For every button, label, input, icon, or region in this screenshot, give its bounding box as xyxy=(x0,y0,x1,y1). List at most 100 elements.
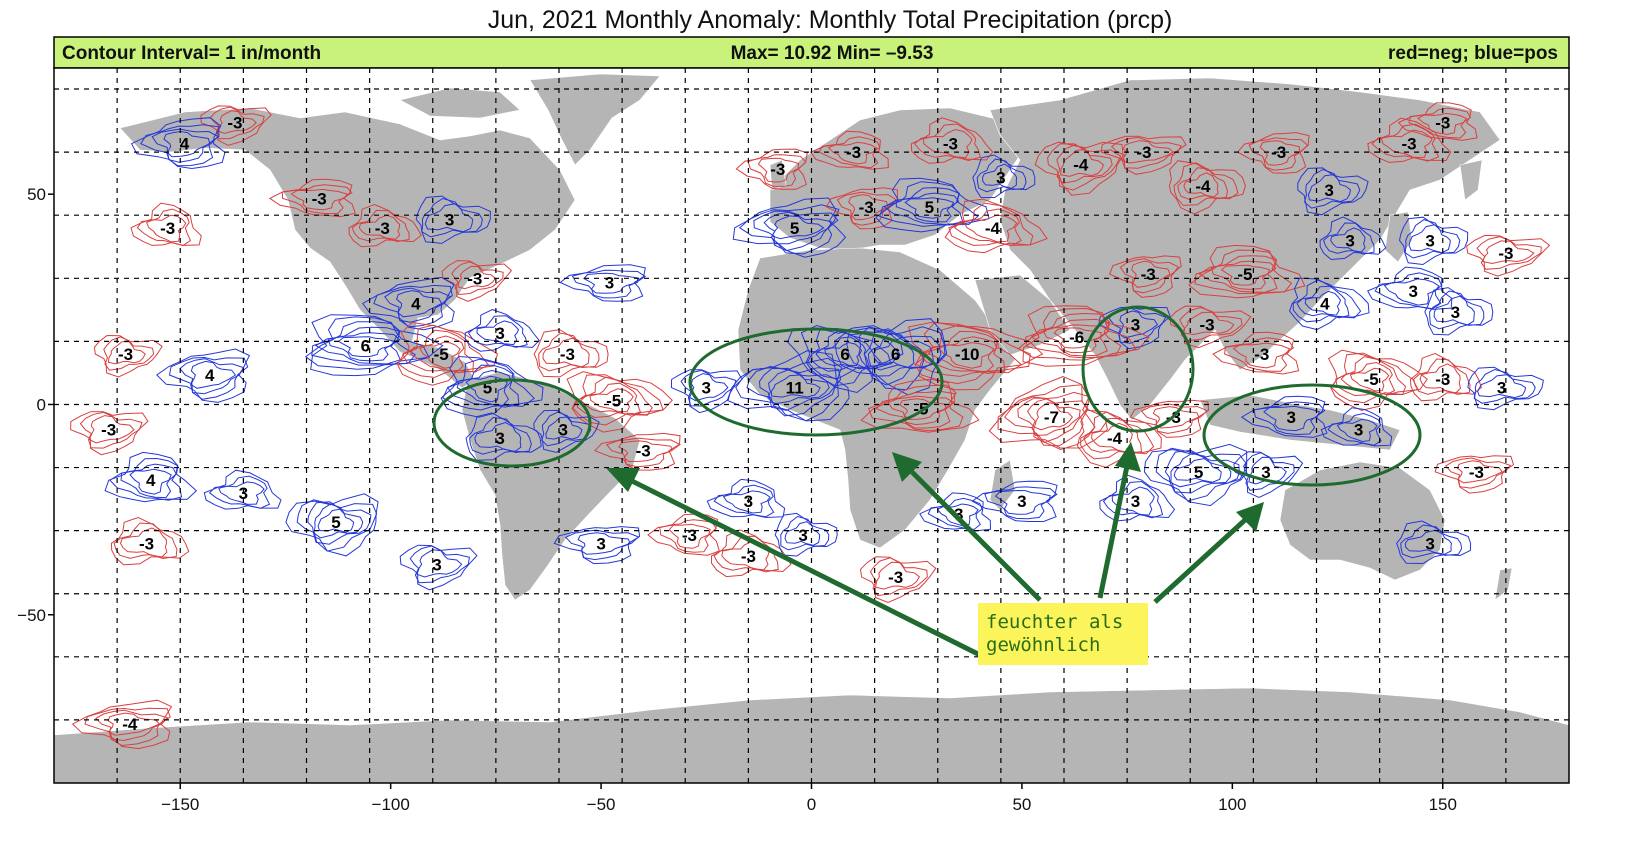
positive-contour xyxy=(296,499,378,552)
negative-contour xyxy=(107,712,161,736)
negative-contour xyxy=(533,329,609,378)
contour-value-label: -3 xyxy=(467,269,482,288)
contour-value-label: 4 xyxy=(180,135,190,154)
positive-contour xyxy=(1296,285,1350,319)
contour-value-label: 11 xyxy=(786,379,804,398)
positive-contour xyxy=(313,503,364,539)
x-tick-label: 100 xyxy=(1218,795,1246,814)
negative-contour xyxy=(1140,403,1208,434)
max-min-label: Max= 10.92 Min= –9.53 xyxy=(731,43,934,64)
positive-contour xyxy=(879,181,979,227)
positive-contour xyxy=(465,412,542,461)
contour-value-label: 3 xyxy=(1354,421,1363,440)
positive-contour xyxy=(409,545,470,584)
negative-contour xyxy=(1100,135,1187,175)
contour-value-label: 3 xyxy=(1425,231,1434,250)
negative-contour xyxy=(107,341,146,365)
contour-value-label: 3 xyxy=(1287,408,1296,427)
highlight-ellipse-west-africa xyxy=(688,327,944,437)
negative-contour xyxy=(1367,117,1452,163)
contour-value-label: -4 xyxy=(985,219,1001,238)
positive-contour xyxy=(179,358,245,395)
positive-contour xyxy=(936,503,979,527)
negative-contour xyxy=(1212,331,1300,375)
contour-value-label: -3 xyxy=(888,568,903,587)
positive-contour xyxy=(1263,405,1321,432)
positive-contour xyxy=(464,309,540,352)
contour-value-label: 3 xyxy=(605,274,614,293)
positive-contour xyxy=(972,154,1036,199)
positive-contour xyxy=(218,481,265,505)
negative-contour xyxy=(908,321,1044,391)
positive-contour xyxy=(373,284,453,328)
negative-contour xyxy=(1413,358,1471,395)
land-greenland xyxy=(529,73,661,166)
negative-contour xyxy=(1397,102,1478,141)
y-tick-label: 50 xyxy=(27,185,46,204)
negative-contour xyxy=(1034,141,1124,196)
positive-contour xyxy=(767,369,830,405)
negative-contour xyxy=(867,384,964,432)
contour-value-label: 3 xyxy=(1131,316,1140,335)
positive-contour xyxy=(680,369,737,407)
positive-contour xyxy=(469,416,532,455)
contour-value-label: -3 xyxy=(101,421,116,440)
y-tick-label: −50 xyxy=(17,606,46,625)
negative-contour xyxy=(1327,349,1428,411)
contour-value-label: 5 xyxy=(790,219,799,238)
negative-contour xyxy=(200,105,272,146)
negative-contour xyxy=(1179,306,1243,342)
negative-contour xyxy=(457,265,497,290)
negative-contour xyxy=(1188,244,1306,299)
contour-value-label: 5 xyxy=(483,379,492,398)
positive-contour xyxy=(559,264,646,302)
positive-contour xyxy=(1099,474,1176,522)
positive-contour xyxy=(1319,216,1387,261)
land-madagascar xyxy=(989,459,1016,511)
y-axis-ticks: 50 0 −50 xyxy=(17,185,54,625)
positive-contour xyxy=(190,360,237,389)
negative-contour xyxy=(1169,305,1252,349)
negative-contour xyxy=(1434,455,1515,494)
negative-contour xyxy=(113,522,178,560)
negative-contour xyxy=(836,191,897,226)
negative-contour xyxy=(71,699,173,750)
negative-contour xyxy=(1417,112,1468,135)
positive-contour xyxy=(758,367,839,411)
positive-contour xyxy=(722,490,771,514)
contour-value-label: 3 xyxy=(798,526,807,545)
positive-contour xyxy=(1467,366,1544,411)
positive-contour xyxy=(285,493,379,557)
wetter-than-usual-annotation: feuchter als gewöhnlich xyxy=(432,305,1422,665)
contour-value-labels: -3 4 -3 -3 -3 3 -3 4 6 -5 3 -3 -3 4 3 5 -5 3 3 -3 -3 4 3 -3 5 3 3 -… xyxy=(101,114,1513,734)
negative-contour xyxy=(1017,307,1137,361)
land-kamchatka xyxy=(1459,159,1483,201)
contour-value-label: -4 xyxy=(1073,156,1089,175)
negative-contour xyxy=(711,529,792,578)
header-bar xyxy=(53,36,1570,69)
negative-contour xyxy=(1026,398,1081,437)
positive-contour xyxy=(104,451,198,503)
negative-contour xyxy=(103,336,155,371)
positive-contour xyxy=(399,544,478,591)
negative-contour xyxy=(88,415,135,444)
contour-value-label: -3 xyxy=(312,189,327,208)
contour-value-label: 3 xyxy=(702,379,711,398)
contour-value-label: 4 xyxy=(1320,295,1330,314)
positive-contour xyxy=(163,130,211,158)
negative-contour xyxy=(1017,397,1089,444)
negative-contour xyxy=(281,184,353,215)
negative-contour xyxy=(1349,367,1390,392)
contour-value-label: -3 xyxy=(1136,143,1151,162)
negative-contour xyxy=(1131,260,1171,288)
negative-contour xyxy=(1152,406,1200,429)
negative-contour xyxy=(1183,172,1219,198)
positive-contour xyxy=(904,197,955,219)
color-legend-label: red=neg; blue=pos xyxy=(1388,43,1558,64)
contour-value-label: -5 xyxy=(606,391,621,410)
negative-contour xyxy=(79,411,143,449)
positive-contour xyxy=(976,158,1027,193)
contour-value-label: 3 xyxy=(432,555,441,574)
x-axis-ticks: −150 −100 −50 0 50 100 150 xyxy=(161,783,1457,814)
positive-contour xyxy=(982,163,1018,189)
